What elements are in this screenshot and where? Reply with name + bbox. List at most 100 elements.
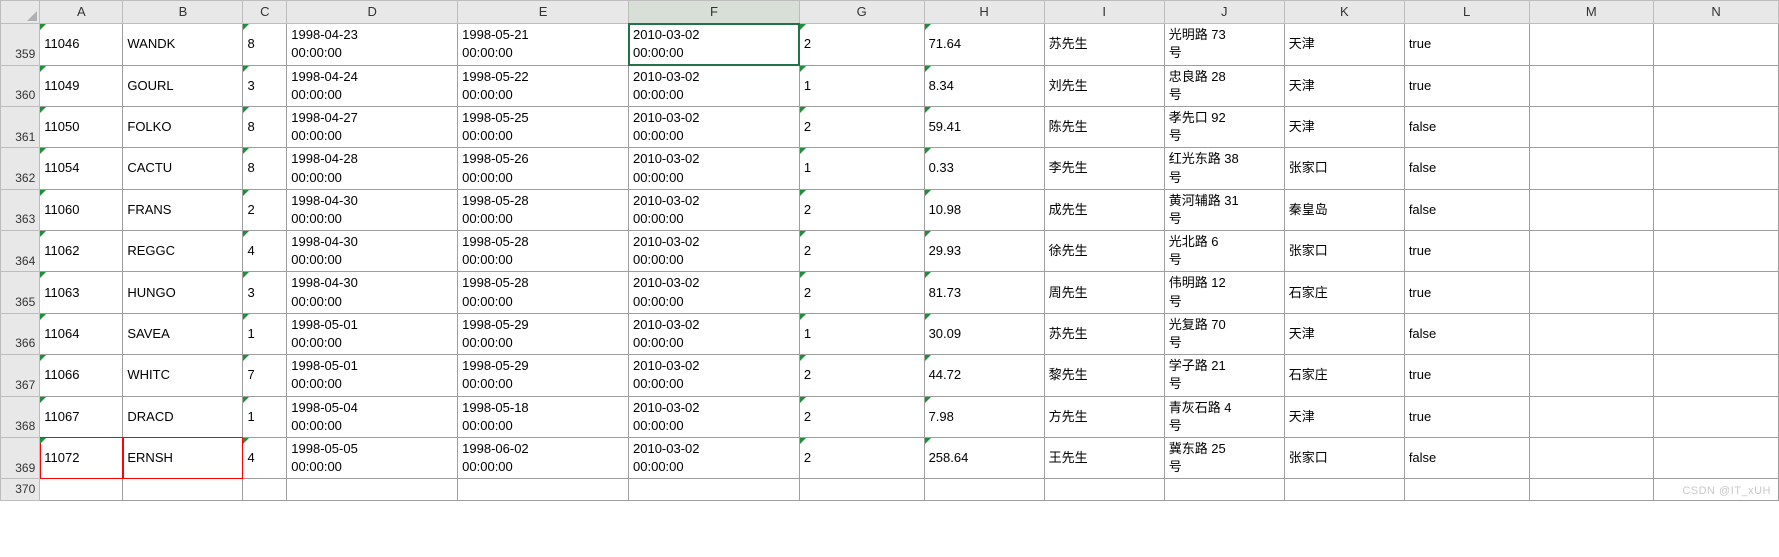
cell-L[interactable]: true <box>1404 355 1529 396</box>
cell-G[interactable]: 2 <box>799 189 924 230</box>
cell-B[interactable] <box>123 479 243 501</box>
cell-I[interactable]: 徐先生 <box>1044 231 1164 272</box>
cell-J[interactable]: 光复路 70 号 <box>1164 313 1284 354</box>
col-header-D[interactable]: D <box>287 1 458 24</box>
cell-J[interactable]: 红光东路 38 号 <box>1164 148 1284 189</box>
cell-M[interactable] <box>1529 313 1654 354</box>
cell-D[interactable]: 1998-04-30 00:00:00 <box>287 272 458 313</box>
cell-E[interactable]: 1998-06-02 00:00:00 <box>458 437 629 478</box>
row-header[interactable]: 360 <box>1 65 40 106</box>
cell-E[interactable]: 1998-05-29 00:00:00 <box>458 313 629 354</box>
row-header[interactable]: 363 <box>1 189 40 230</box>
cell-N[interactable] <box>1654 65 1779 106</box>
cell-N[interactable] <box>1654 24 1779 65</box>
cell-N[interactable] <box>1654 313 1779 354</box>
cell-A[interactable]: 11062 <box>40 231 123 272</box>
cell-N[interactable] <box>1654 479 1779 501</box>
cell-N[interactable] <box>1654 189 1779 230</box>
cell-L[interactable] <box>1404 479 1529 501</box>
cell-L[interactable]: true <box>1404 231 1529 272</box>
cell-E[interactable]: 1998-05-18 00:00:00 <box>458 396 629 437</box>
cell-K[interactable]: 石家庄 <box>1284 272 1404 313</box>
cell-B[interactable]: ERNSH <box>123 437 243 478</box>
cell-C[interactable]: 8 <box>243 24 287 65</box>
cell-N[interactable] <box>1654 396 1779 437</box>
cell-A[interactable] <box>40 479 123 501</box>
cell-M[interactable] <box>1529 272 1654 313</box>
cell-I[interactable]: 周先生 <box>1044 272 1164 313</box>
cell-I[interactable]: 苏先生 <box>1044 24 1164 65</box>
cell-A[interactable]: 11064 <box>40 313 123 354</box>
cell-N[interactable] <box>1654 272 1779 313</box>
col-header-B[interactable]: B <box>123 1 243 24</box>
col-header-A[interactable]: A <box>40 1 123 24</box>
cell-K[interactable]: 天津 <box>1284 106 1404 147</box>
cell-C[interactable] <box>243 479 287 501</box>
cell-H[interactable]: 258.64 <box>924 437 1044 478</box>
cell-C[interactable]: 4 <box>243 231 287 272</box>
cell-J[interactable] <box>1164 479 1284 501</box>
cell-B[interactable]: WHITC <box>123 355 243 396</box>
cell-L[interactable]: false <box>1404 189 1529 230</box>
cell-I[interactable]: 李先生 <box>1044 148 1164 189</box>
cell-G[interactable]: 1 <box>799 148 924 189</box>
cell-M[interactable] <box>1529 65 1654 106</box>
cell-L[interactable]: false <box>1404 313 1529 354</box>
cell-F[interactable]: 2010-03-02 00:00:00 <box>629 272 800 313</box>
cell-G[interactable]: 2 <box>799 355 924 396</box>
cell-K[interactable]: 秦皇岛 <box>1284 189 1404 230</box>
cell-F[interactable]: 2010-03-02 00:00:00 <box>629 65 800 106</box>
cell-J[interactable]: 伟明路 12 号 <box>1164 272 1284 313</box>
cell-K[interactable]: 张家口 <box>1284 148 1404 189</box>
col-header-M[interactable]: M <box>1529 1 1654 24</box>
cell-N[interactable] <box>1654 231 1779 272</box>
cell-B[interactable]: CACTU <box>123 148 243 189</box>
cell-C[interactable]: 3 <box>243 65 287 106</box>
cell-M[interactable] <box>1529 24 1654 65</box>
cell-A[interactable]: 11067 <box>40 396 123 437</box>
spreadsheet-grid[interactable]: ABCDEFGHIJKLMN35911046WANDK81998-04-23 0… <box>0 0 1779 501</box>
cell-C[interactable]: 3 <box>243 272 287 313</box>
cell-D[interactable] <box>287 479 458 501</box>
cell-C[interactable]: 1 <box>243 313 287 354</box>
cell-E[interactable]: 1998-05-28 00:00:00 <box>458 189 629 230</box>
cell-F[interactable]: 2010-03-02 00:00:00 <box>629 313 800 354</box>
cell-C[interactable]: 4 <box>243 437 287 478</box>
cell-I[interactable]: 陈先生 <box>1044 106 1164 147</box>
cell-H[interactable]: 71.64 <box>924 24 1044 65</box>
cell-K[interactable]: 天津 <box>1284 396 1404 437</box>
cell-F[interactable]: 2010-03-02 00:00:00 <box>629 355 800 396</box>
cell-M[interactable] <box>1529 396 1654 437</box>
col-header-C[interactable]: C <box>243 1 287 24</box>
row-header[interactable]: 366 <box>1 313 40 354</box>
cell-G[interactable]: 2 <box>799 106 924 147</box>
cell-M[interactable] <box>1529 148 1654 189</box>
cell-N[interactable] <box>1654 355 1779 396</box>
col-header-H[interactable]: H <box>924 1 1044 24</box>
cell-B[interactable]: SAVEA <box>123 313 243 354</box>
cell-M[interactable] <box>1529 189 1654 230</box>
cell-A[interactable]: 11046 <box>40 24 123 65</box>
cell-B[interactable]: REGGC <box>123 231 243 272</box>
cell-B[interactable]: WANDK <box>123 24 243 65</box>
row-header[interactable]: 362 <box>1 148 40 189</box>
cell-F[interactable]: 2010-03-02 00:00:00 <box>629 396 800 437</box>
cell-C[interactable]: 7 <box>243 355 287 396</box>
cell-G[interactable]: 1 <box>799 65 924 106</box>
cell-C[interactable]: 8 <box>243 148 287 189</box>
cell-D[interactable]: 1998-04-30 00:00:00 <box>287 189 458 230</box>
cell-F[interactable]: 2010-03-02 00:00:00 <box>629 437 800 478</box>
cell-I[interactable]: 黎先生 <box>1044 355 1164 396</box>
col-header-E[interactable]: E <box>458 1 629 24</box>
cell-B[interactable]: GOURL <box>123 65 243 106</box>
cell-K[interactable]: 天津 <box>1284 24 1404 65</box>
cell-K[interactable]: 张家口 <box>1284 231 1404 272</box>
cell-G[interactable]: 2 <box>799 437 924 478</box>
cell-E[interactable]: 1998-05-22 00:00:00 <box>458 65 629 106</box>
select-all-corner[interactable] <box>1 1 40 24</box>
cell-H[interactable]: 44.72 <box>924 355 1044 396</box>
col-header-I[interactable]: I <box>1044 1 1164 24</box>
cell-G[interactable]: 2 <box>799 272 924 313</box>
cell-M[interactable] <box>1529 231 1654 272</box>
cell-L[interactable]: false <box>1404 148 1529 189</box>
